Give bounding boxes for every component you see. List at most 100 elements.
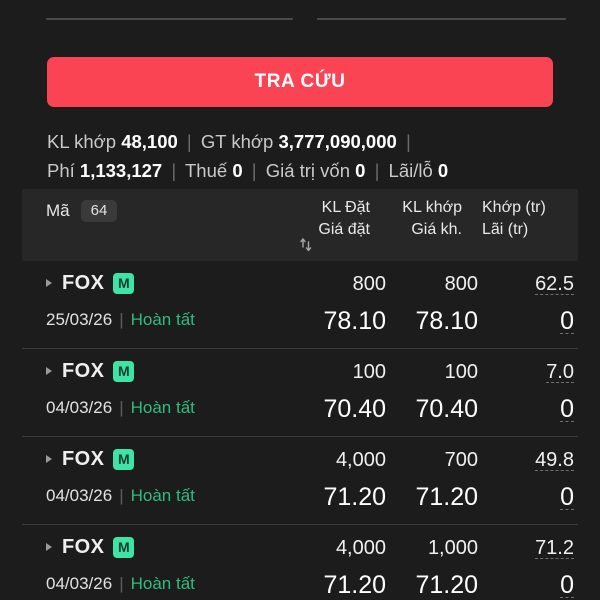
summary-stats: KL khớp 48,100 | GT khớp 3,777,090,000 |… [47, 127, 567, 185]
row-meta-line: 04/03/26 | Hoàn tất [46, 479, 195, 513]
market-badge: M [113, 536, 135, 558]
separator: | [251, 160, 257, 181]
row-values: 4,000 71.20 1,000 71.20 71.2 0 [290, 525, 578, 600]
phi-label: Phí [47, 160, 75, 181]
code-label: Mã [46, 201, 70, 220]
table-row[interactable]: FOX M 04/03/26 | Hoàn tất 100 70.40 100 … [22, 349, 578, 437]
table-row[interactable]: FOX M 25/03/26 | Hoàn tất 800 78.10 800 … [22, 261, 578, 349]
row-symbol: FOX [62, 271, 105, 294]
row-values: 100 70.40 100 70.40 7.0 0 [290, 349, 578, 427]
date-to-input[interactable] [317, 0, 566, 20]
column-headers: KL Đặt Giá đặt KL khớp Giá kh. Khớp (tr)… [274, 197, 578, 241]
row-separator: | [119, 398, 124, 417]
row-date: 04/03/26 [46, 398, 113, 417]
column-header-khop-lai[interactable]: Khớp (tr) Lãi (tr) [462, 197, 578, 241]
value-lai-tr: 0 [560, 307, 574, 335]
market-badge: M [113, 448, 135, 470]
cell-khop-lai: 62.5 0 [478, 261, 578, 339]
row-separator: | [119, 574, 124, 593]
value-gia-dat: 78.10 [323, 307, 386, 335]
market-badge: M [113, 360, 135, 382]
lai-lo-value: 0 [437, 160, 449, 181]
row-date: 25/03/26 [46, 310, 113, 329]
value-gia-dat: 71.20 [323, 483, 386, 511]
row-meta-line: 04/03/26 | Hoàn tất [46, 391, 195, 425]
row-symbol: FOX [62, 535, 105, 558]
row-symbol: FOX [62, 359, 105, 382]
row-separator: | [119, 486, 124, 505]
gt-khop-value: 3,777,090,000 [278, 131, 397, 152]
kl-khop-label: KL khớp [47, 131, 117, 152]
table-row[interactable]: FOX M 04/03/26 | Hoàn tất 4,000 71.20 70… [22, 437, 578, 525]
cell-kl-khop: 100 70.40 [386, 349, 478, 427]
row-meta-line: 25/03/26 | Hoàn tất [46, 303, 195, 337]
column-header-line2: Lãi (tr) [482, 221, 529, 238]
code-count-badge[interactable]: 64 [80, 200, 118, 222]
row-symbol-line: FOX M [46, 261, 195, 305]
expand-caret-icon[interactable] [46, 455, 52, 463]
thue-value: 0 [232, 160, 243, 181]
value-khop-tr: 62.5 [535, 273, 574, 295]
row-identity: FOX M 04/03/26 | Hoàn tất [46, 437, 195, 513]
value-kl-khop: 100 [444, 361, 478, 383]
cell-khop-lai: 71.2 0 [478, 525, 578, 600]
expand-caret-icon[interactable] [46, 543, 52, 551]
cell-kl-dat: 4,000 71.20 [290, 437, 386, 515]
cell-kl-khop: 700 71.20 [386, 437, 478, 515]
status-badge: Hoàn tất [130, 574, 195, 593]
separator: | [374, 160, 380, 181]
status-badge: Hoàn tất [130, 310, 195, 329]
separator: | [405, 131, 411, 152]
row-meta-line: 04/03/26 | Hoàn tất [46, 567, 195, 600]
summary-line-1: KL khớp 48,100 | GT khớp 3,777,090,000 | [47, 127, 567, 156]
table-row[interactable]: FOX M 04/03/26 | Hoàn tất 4,000 71.20 1,… [22, 525, 578, 600]
value-kl-dat: 800 [352, 273, 386, 295]
value-lai-tr: 0 [560, 483, 574, 511]
row-identity: FOX M 25/03/26 | Hoàn tất [46, 261, 195, 337]
status-badge: Hoàn tất [130, 486, 195, 505]
row-date: 04/03/26 [46, 486, 113, 505]
cell-kl-khop: 800 78.10 [386, 261, 478, 339]
value-gia-kh: 70.40 [415, 395, 478, 423]
sort-updown-icon[interactable] [299, 237, 313, 253]
cell-khop-lai: 7.0 0 [478, 349, 578, 427]
value-khop-tr: 7.0 [546, 361, 574, 383]
phi-value: 1,133,127 [79, 160, 163, 181]
column-header-kl-dat[interactable]: KL Đặt Giá đặt [274, 197, 370, 241]
column-header-line1: KL Đặt [321, 199, 370, 216]
search-button[interactable]: TRA CỨU [47, 57, 553, 107]
cell-kl-khop: 1,000 71.20 [386, 525, 478, 600]
column-header-line2: Giá kh. [411, 221, 462, 238]
gt-khop-label: GT khớp [200, 131, 274, 152]
value-kl-khop: 800 [444, 273, 478, 295]
value-kl-dat: 4,000 [335, 449, 386, 471]
value-gia-kh: 71.20 [415, 483, 478, 511]
cell-kl-dat: 4,000 71.20 [290, 525, 386, 600]
separator: | [171, 160, 177, 181]
value-khop-tr: 71.2 [535, 537, 574, 559]
expand-caret-icon[interactable] [46, 279, 52, 287]
column-header-kl-khop[interactable]: KL khớp Giá kh. [370, 197, 462, 241]
separator: | [186, 131, 192, 152]
column-header-line1: KL khớp [402, 199, 462, 216]
kl-khop-value: 48,100 [121, 131, 178, 152]
column-header-line2: Giá đặt [318, 221, 370, 238]
value-lai-tr: 0 [560, 395, 574, 423]
value-gia-kh: 71.20 [415, 571, 478, 599]
gia-tri-von-value: 0 [355, 160, 366, 181]
code-filter[interactable]: Mã 64 [46, 200, 118, 222]
row-symbol-line: FOX M [46, 437, 195, 481]
order-list: FOX M 25/03/26 | Hoàn tất 800 78.10 800 … [0, 261, 600, 600]
summary-line-2: Phí 1,133,127 | Thuế 0 | Giá trị vốn 0 |… [47, 156, 567, 185]
thue-label: Thuế [185, 160, 228, 181]
cell-khop-lai: 49.8 0 [478, 437, 578, 515]
lai-lo-label: Lãi/lỗ [388, 160, 433, 181]
row-symbol-line: FOX M [46, 349, 195, 393]
expand-caret-icon[interactable] [46, 367, 52, 375]
date-from-input[interactable] [46, 0, 293, 20]
row-symbol: FOX [62, 447, 105, 470]
row-date: 04/03/26 [46, 574, 113, 593]
cell-kl-dat: 100 70.40 [290, 349, 386, 427]
row-identity: FOX M 04/03/26 | Hoàn tất [46, 525, 195, 600]
